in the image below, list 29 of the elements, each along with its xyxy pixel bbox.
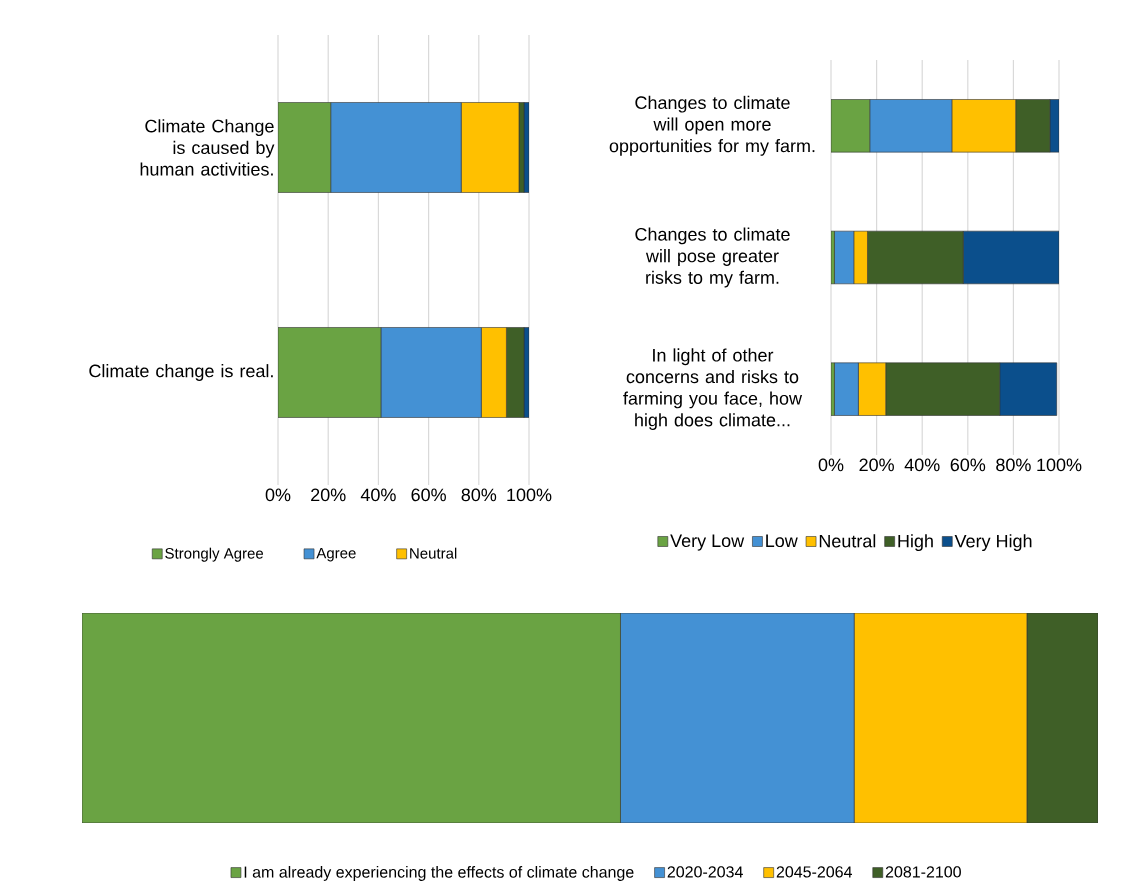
x-tick-label: 40% bbox=[904, 458, 940, 472]
legend-label: Neutral bbox=[410, 547, 457, 559]
x-tick-label: 80% bbox=[461, 488, 497, 502]
legend-label: 2045-2064 bbox=[776, 866, 853, 878]
y-tick-label: Climate Change is caused by human activities. bbox=[140, 119, 275, 176]
legend-label: 2020-2034 bbox=[667, 866, 743, 878]
legend-label: Very Low bbox=[670, 534, 745, 551]
y-tick-label: Climate change is real. bbox=[89, 364, 273, 381]
x-tick-label: 80% bbox=[996, 458, 1031, 472]
legend-label: Neutral bbox=[819, 534, 876, 548]
x-tick-label: 60% bbox=[950, 458, 986, 472]
legend-label: Agree bbox=[316, 547, 356, 562]
legend-label: Low bbox=[766, 534, 798, 548]
legend-label: 2081-2100 bbox=[885, 866, 961, 878]
y-tick-label: In light of other concerns and risks to farming you face, how high does climate... bbox=[623, 348, 803, 430]
x-tick-label: 20% bbox=[859, 458, 894, 472]
x-tick-label: 0% bbox=[818, 458, 844, 472]
x-tick-label: 40% bbox=[360, 488, 396, 502]
x-tick-label: 100% bbox=[507, 488, 552, 502]
legend-label: Very High bbox=[954, 534, 1032, 551]
y-tick-label: Changes to climate will pose greater risks to my farm. bbox=[635, 227, 790, 288]
x-tick-label: 60% bbox=[411, 488, 446, 502]
legend-label: I am already experiencing the effects of climate change bbox=[244, 866, 634, 881]
y-tick-label: Changes to climate will open more opportunities for my farm. bbox=[609, 95, 815, 156]
legend-label: Strongly Agree bbox=[165, 547, 264, 562]
x-tick-label: 0% bbox=[265, 488, 291, 502]
x-tick-label: 20% bbox=[311, 488, 346, 502]
legend-label: High bbox=[898, 534, 933, 551]
x-tick-label: 100% bbox=[1037, 458, 1082, 472]
